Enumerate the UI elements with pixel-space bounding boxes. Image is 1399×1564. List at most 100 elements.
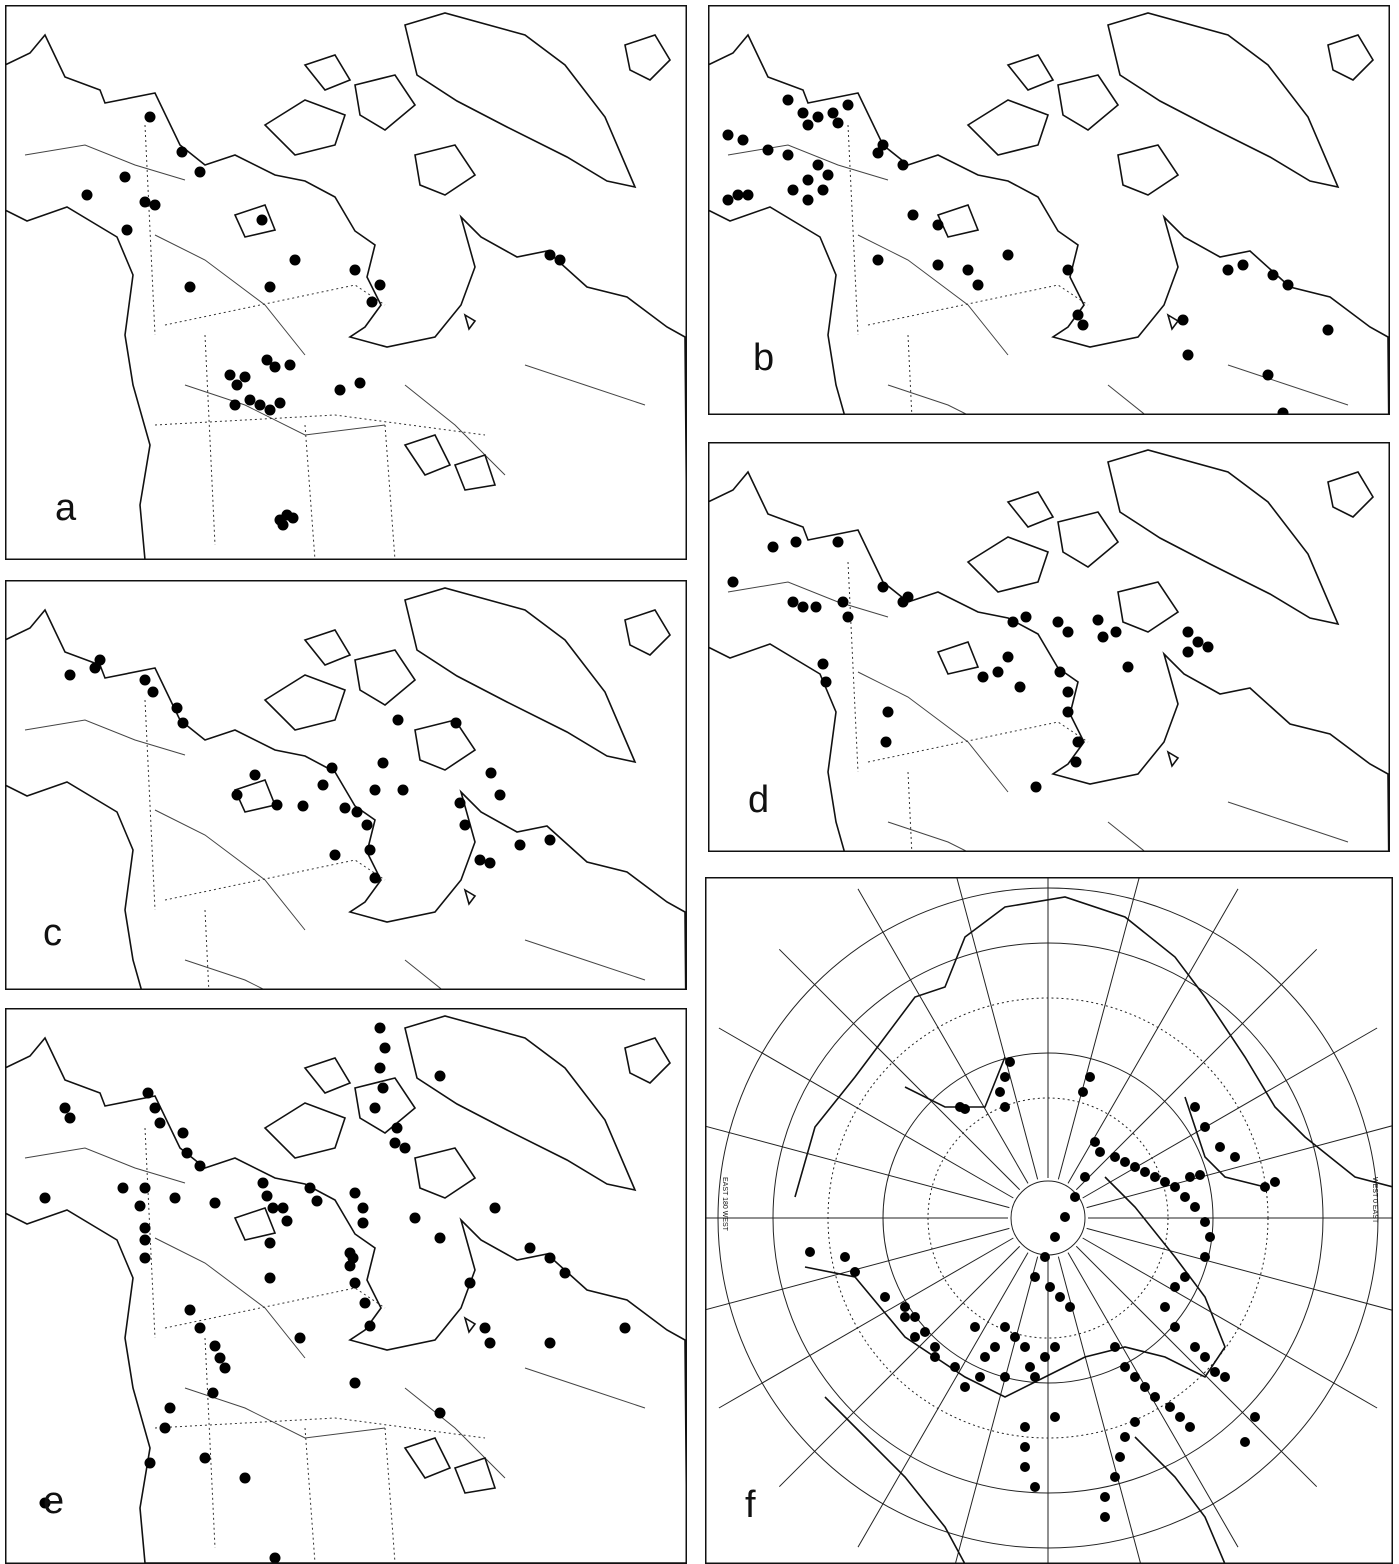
record-dot — [1182, 349, 1194, 361]
record-dot — [1030, 781, 1042, 793]
panel-border — [708, 442, 1390, 852]
record-dot — [1062, 626, 1074, 638]
record-dot — [176, 146, 188, 158]
record-dot — [144, 111, 156, 123]
record-dot — [374, 1022, 386, 1034]
record-dot — [1002, 651, 1014, 663]
record-dot — [1140, 1167, 1150, 1177]
record-dot — [1130, 1417, 1140, 1427]
record-dot — [827, 107, 839, 119]
record-dot — [900, 1302, 910, 1312]
record-dot — [264, 1272, 276, 1284]
record-dot — [219, 1362, 231, 1374]
record-dot — [281, 1215, 293, 1227]
panel-label: c — [43, 912, 62, 954]
record-dot — [787, 596, 799, 608]
record-dot — [990, 1342, 1000, 1352]
record-dot — [995, 1087, 1005, 1097]
record-dot — [962, 264, 974, 276]
record-dot — [39, 1497, 51, 1509]
record-dot — [1130, 1372, 1140, 1382]
record-dot — [1062, 706, 1074, 718]
record-dot — [121, 224, 133, 236]
record-dot — [1282, 279, 1294, 291]
map-panel: d — [708, 442, 1390, 852]
record-dot — [1222, 264, 1234, 276]
record-dot — [139, 1222, 151, 1234]
record-dot — [239, 1472, 251, 1484]
record-dot — [1150, 1392, 1160, 1402]
record-dot — [485, 767, 497, 779]
record-dot — [960, 1104, 970, 1114]
record-dot — [1110, 1342, 1120, 1352]
record-dot — [1000, 1102, 1010, 1112]
record-dot — [897, 159, 909, 171]
record-dot — [231, 789, 243, 801]
record-dot — [1000, 1372, 1010, 1382]
record-dot — [1110, 1152, 1120, 1162]
record-dot — [1260, 1182, 1270, 1192]
record-dot — [1025, 1362, 1035, 1372]
record-dot — [1060, 1212, 1070, 1222]
record-dot — [737, 134, 749, 146]
meridian — [956, 877, 1039, 1180]
panel-frame — [5, 580, 687, 990]
record-dot — [1030, 1272, 1040, 1282]
record-dot — [1050, 1232, 1060, 1242]
record-dot — [972, 279, 984, 291]
record-dot — [267, 1202, 279, 1214]
record-dot — [932, 219, 944, 231]
meridian — [718, 1027, 1014, 1199]
record-dot — [59, 1102, 71, 1114]
record-dot — [930, 1352, 940, 1362]
record-dot — [194, 1160, 206, 1172]
record-dot — [479, 1322, 491, 1334]
record-dot — [209, 1340, 221, 1352]
record-dot — [1190, 1202, 1200, 1212]
record-dot — [1070, 1192, 1080, 1202]
record-dot — [329, 849, 341, 861]
record-dot — [359, 1297, 371, 1309]
panel-label: e — [43, 1480, 64, 1522]
record-dot — [1040, 1252, 1050, 1262]
record-dot — [1170, 1282, 1180, 1292]
record-dot — [1020, 1442, 1030, 1452]
record-dot — [474, 854, 486, 866]
record-dot — [1100, 1512, 1110, 1522]
meridian — [705, 1125, 1010, 1209]
record-dot — [1040, 1352, 1050, 1362]
record-dot — [797, 107, 809, 119]
record-dot — [369, 872, 381, 884]
record-dot — [434, 1407, 446, 1419]
record-dot — [732, 189, 744, 201]
record-dot — [722, 194, 734, 206]
record-dot — [1020, 1342, 1030, 1352]
record-dot — [464, 1277, 476, 1289]
record-dot — [820, 676, 832, 688]
record-dot — [264, 404, 276, 416]
record-dot — [231, 379, 243, 391]
record-dot — [181, 1147, 193, 1159]
record-dot — [882, 706, 894, 718]
panel-frame — [5, 1008, 687, 1564]
record-dot — [812, 111, 824, 123]
record-dot — [294, 1332, 306, 1344]
record-dot — [1170, 1182, 1180, 1192]
record-dot — [154, 1117, 166, 1129]
record-dot — [117, 1182, 129, 1194]
chart-label-180: EAST 180 WEST — [721, 1177, 728, 1232]
record-dot — [1180, 1192, 1190, 1202]
map-panel: a — [5, 5, 687, 560]
record-dot — [94, 654, 106, 666]
record-dot — [1072, 736, 1084, 748]
record-dot — [980, 1352, 990, 1362]
record-dot — [64, 669, 76, 681]
record-dot — [261, 354, 273, 366]
record-dot — [1070, 756, 1082, 768]
record-dot — [1120, 1157, 1130, 1167]
record-dot — [802, 174, 814, 186]
record-dot — [1262, 369, 1274, 381]
record-dot — [1072, 309, 1084, 321]
record-dot — [1175, 1412, 1185, 1422]
panel-frame — [705, 877, 1393, 1564]
